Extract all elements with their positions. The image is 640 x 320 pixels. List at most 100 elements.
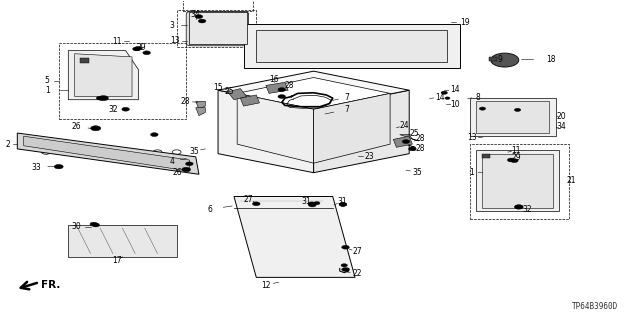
Text: 30: 30 [72, 222, 81, 231]
Text: FR.: FR. [41, 280, 60, 290]
Circle shape [132, 47, 140, 51]
Text: 24: 24 [399, 121, 409, 130]
Text: 15: 15 [213, 83, 223, 92]
Text: 12: 12 [261, 281, 271, 290]
Text: 4: 4 [170, 157, 175, 166]
Text: 35: 35 [412, 168, 422, 177]
Bar [59, 43, 186, 119]
Circle shape [508, 158, 515, 162]
Polygon shape [483, 154, 552, 208]
Circle shape [134, 46, 142, 50]
Text: 26: 26 [172, 168, 182, 177]
Polygon shape [394, 136, 412, 147]
Text: 11: 11 [511, 146, 521, 155]
Polygon shape [218, 90, 314, 173]
Polygon shape [75, 54, 132, 97]
Circle shape [195, 15, 203, 19]
Text: 9: 9 [497, 55, 502, 64]
Text: 28: 28 [180, 97, 189, 106]
Circle shape [92, 223, 100, 227]
Circle shape [314, 202, 320, 205]
Text: 34: 34 [556, 122, 566, 131]
Text: 27: 27 [244, 195, 253, 204]
Polygon shape [196, 108, 205, 116]
Polygon shape [476, 150, 559, 211]
Circle shape [91, 126, 100, 131]
Circle shape [99, 96, 108, 101]
Circle shape [408, 147, 416, 151]
Text: 32: 32 [108, 105, 118, 114]
Polygon shape [218, 71, 409, 109]
Text: 23: 23 [365, 152, 374, 161]
Text: 7: 7 [344, 105, 349, 114]
Polygon shape [17, 133, 199, 174]
Polygon shape [476, 101, 549, 133]
Circle shape [441, 91, 447, 94]
Text: 5: 5 [45, 76, 50, 85]
Circle shape [479, 107, 486, 110]
Circle shape [308, 203, 316, 207]
Text: 33: 33 [31, 163, 42, 172]
Circle shape [339, 203, 347, 206]
Bar [177, 10, 256, 47]
Text: 32: 32 [522, 205, 532, 214]
Text: 14: 14 [451, 85, 460, 94]
Text: 20: 20 [556, 112, 566, 121]
Bar [481, 154, 490, 158]
Polygon shape [241, 95, 259, 106]
Text: 16: 16 [269, 75, 279, 84]
Circle shape [54, 164, 63, 169]
Bar [489, 57, 497, 61]
Circle shape [182, 167, 191, 172]
Polygon shape [244, 24, 460, 68]
Text: 21: 21 [567, 176, 577, 185]
Circle shape [143, 51, 150, 55]
Polygon shape [24, 136, 189, 171]
Circle shape [342, 268, 349, 271]
Polygon shape [234, 196, 355, 277]
Text: 7: 7 [344, 93, 349, 102]
Circle shape [186, 162, 193, 166]
Circle shape [515, 108, 521, 111]
Circle shape [122, 107, 129, 111]
Text: 22: 22 [352, 269, 362, 278]
FancyBboxPatch shape [186, 12, 248, 46]
Polygon shape [189, 12, 246, 44]
Polygon shape [196, 101, 205, 109]
Polygon shape [399, 135, 419, 141]
Polygon shape [266, 82, 288, 93]
Text: 28: 28 [416, 144, 426, 153]
Text: 13: 13 [170, 36, 180, 45]
Text: 17: 17 [113, 256, 122, 265]
Circle shape [515, 205, 523, 209]
Text: 25: 25 [225, 87, 234, 96]
Bar [470, 144, 568, 219]
Text: 11: 11 [113, 36, 122, 45]
Text: 1: 1 [45, 86, 50, 95]
Circle shape [491, 53, 519, 67]
Text: 31: 31 [301, 197, 311, 206]
Text: 29: 29 [511, 153, 521, 162]
Circle shape [339, 203, 347, 206]
Text: TP64B3960D: TP64B3960D [572, 302, 618, 311]
Circle shape [150, 133, 158, 137]
Text: 25: 25 [410, 129, 419, 138]
Circle shape [97, 96, 104, 100]
Polygon shape [68, 51, 138, 100]
Text: 34: 34 [191, 10, 200, 19]
Polygon shape [237, 93, 314, 163]
Polygon shape [68, 225, 177, 257]
Circle shape [252, 202, 260, 206]
Text: 18: 18 [546, 55, 556, 64]
Text: 10: 10 [451, 100, 460, 109]
Text: 26: 26 [72, 122, 81, 131]
Circle shape [402, 140, 410, 143]
Polygon shape [396, 141, 415, 147]
Circle shape [278, 95, 285, 99]
Text: 27: 27 [352, 247, 362, 257]
Bar [183, 0, 253, 11]
Text: 14: 14 [435, 93, 445, 102]
Text: 19: 19 [460, 18, 470, 27]
Circle shape [515, 205, 524, 209]
Circle shape [278, 88, 285, 92]
